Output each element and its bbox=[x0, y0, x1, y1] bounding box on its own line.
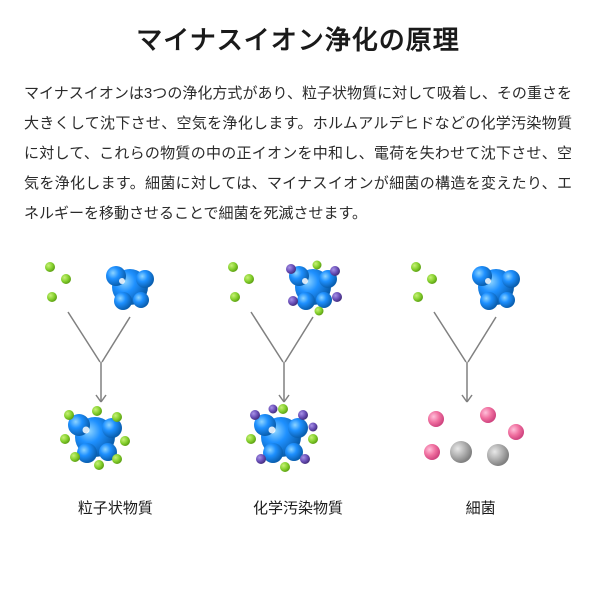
diagram-svg-chemical bbox=[213, 257, 383, 487]
description-text: マイナスイオンは3つの浄化方式があり、粒子状物質に対して吸着し、その重さを大きく… bbox=[24, 79, 572, 229]
diagram-container: 粒子状物質 bbox=[24, 257, 572, 518]
diagram-col-chemical: 化学汚染物質 bbox=[208, 257, 388, 518]
col-label-chemical: 化学汚染物質 bbox=[253, 497, 343, 518]
col-label-particulate: 粒子状物質 bbox=[78, 497, 153, 518]
col-label-bacteria: 細菌 bbox=[466, 497, 496, 518]
diagram-svg-particulate bbox=[30, 257, 200, 487]
diagram-svg-bacteria bbox=[396, 257, 566, 487]
diagram-col-bacteria: 細菌 bbox=[391, 257, 571, 518]
page-title: マイナスイオン浄化の原理 bbox=[24, 20, 572, 57]
diagram-col-particulate: 粒子状物質 bbox=[25, 257, 205, 518]
